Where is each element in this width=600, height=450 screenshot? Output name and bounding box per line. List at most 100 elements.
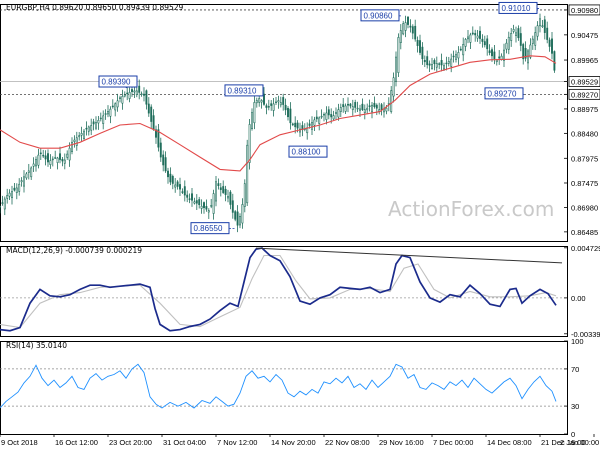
candle-body xyxy=(315,116,318,120)
candle-body xyxy=(255,100,258,104)
candle-body xyxy=(287,108,289,118)
price-tick-label-10: 0.86485 xyxy=(571,228,598,237)
candle-body xyxy=(54,157,57,159)
candle-body xyxy=(119,97,121,99)
price-tick-label-7: 0.87975 xyxy=(571,154,598,163)
candle-body xyxy=(114,103,117,111)
candle-body xyxy=(128,92,131,99)
callout-box-0 xyxy=(98,75,138,88)
price-tick-label-4: 0.89270 xyxy=(571,90,598,99)
candle-body xyxy=(471,32,474,35)
candle-body xyxy=(210,205,213,207)
candle-body xyxy=(99,117,102,120)
candle-body xyxy=(409,25,412,28)
candle-body xyxy=(505,42,508,50)
candle-body xyxy=(373,102,376,108)
candle-body xyxy=(431,64,433,69)
candle-body xyxy=(63,159,66,164)
candle-body xyxy=(253,102,256,124)
macd-panel-header: MACD(12,26,9) -0.000739 0.000219 xyxy=(6,246,142,255)
candle-body xyxy=(495,59,498,63)
candle-body xyxy=(421,46,424,60)
candle-body xyxy=(359,108,361,111)
candle-body xyxy=(347,103,349,106)
candle-body xyxy=(354,102,357,108)
time-tick-label-0: 9 Oct 2018 xyxy=(1,438,38,447)
callout-label-4: 0.90860 xyxy=(364,11,393,20)
candle-body xyxy=(356,107,359,110)
price-tick-label-9: 0.86980 xyxy=(571,203,598,212)
macd-tick-label-0: 0.004729 xyxy=(571,244,600,253)
callout-label-6: 0.91010 xyxy=(502,4,531,13)
candle-body xyxy=(83,130,85,139)
candle-body xyxy=(195,200,198,204)
price-tick-label-6: 0.88480 xyxy=(571,129,598,138)
price-tag-box-3 xyxy=(568,76,600,87)
candle-body xyxy=(133,90,136,93)
candle-body xyxy=(179,184,181,190)
candle-body xyxy=(447,60,450,64)
price-tag-box-0 xyxy=(568,4,600,16)
candle-body xyxy=(503,49,505,61)
rsi-tick-label-0: 100 xyxy=(571,337,584,346)
moving-average-line xyxy=(0,55,557,172)
time-tick-label-5: 14 Nov 20:00 xyxy=(271,438,316,447)
candle-body xyxy=(95,122,97,129)
candle-body xyxy=(222,186,225,193)
candle-body xyxy=(474,33,477,36)
candle-body xyxy=(546,27,549,40)
candle-body xyxy=(539,18,541,27)
candle-body xyxy=(375,104,378,109)
candle-body xyxy=(229,191,232,205)
callout-box-4 xyxy=(360,9,400,22)
candle-body xyxy=(445,62,448,65)
candle-body xyxy=(231,200,234,213)
callout-box-2 xyxy=(224,84,264,97)
candle-body xyxy=(61,158,64,162)
candle-body xyxy=(378,109,381,112)
candle-body xyxy=(32,163,35,167)
time-tick-label-7: 29 Nov 16:00 xyxy=(379,438,424,447)
candle-body xyxy=(335,112,337,114)
candle-body xyxy=(548,39,551,47)
candle-body xyxy=(414,25,417,40)
candle-body xyxy=(39,152,42,155)
candle-body xyxy=(75,137,78,146)
time-tick-label-4: 7 Nov 12:00 xyxy=(217,438,257,447)
candle-body xyxy=(411,26,414,34)
candle-body xyxy=(407,16,409,25)
rsi-line xyxy=(0,363,557,409)
candle-body xyxy=(536,25,539,37)
candle-body xyxy=(339,107,342,113)
candle-body xyxy=(397,37,400,73)
candle-body xyxy=(42,154,45,157)
candle-body xyxy=(260,100,263,103)
candle-body xyxy=(330,114,333,118)
candle-body xyxy=(171,175,174,184)
candle-body xyxy=(92,121,95,125)
candle-body xyxy=(97,119,100,124)
candle-body xyxy=(349,103,352,107)
candle-body xyxy=(11,191,13,199)
candle-body xyxy=(44,155,47,160)
candle-body xyxy=(399,30,402,44)
candle-body xyxy=(488,50,491,54)
price-tick-label-1: 0.90475 xyxy=(571,31,598,40)
candle-body xyxy=(428,63,431,66)
candle-body xyxy=(493,51,496,60)
candle-body xyxy=(239,216,241,226)
candle-body xyxy=(145,90,148,105)
callout-box-6 xyxy=(498,1,538,14)
candle-body xyxy=(193,201,196,204)
candle-body xyxy=(116,100,119,108)
candle-body xyxy=(435,63,438,68)
candle-body xyxy=(85,127,88,130)
candle-body xyxy=(159,142,162,158)
candle-body xyxy=(464,39,467,47)
candle-body xyxy=(138,85,141,93)
candle-body xyxy=(241,204,244,224)
candle-body xyxy=(440,60,443,66)
candle-body xyxy=(457,52,460,59)
rsi-tick-label-1: 70 xyxy=(571,365,579,374)
